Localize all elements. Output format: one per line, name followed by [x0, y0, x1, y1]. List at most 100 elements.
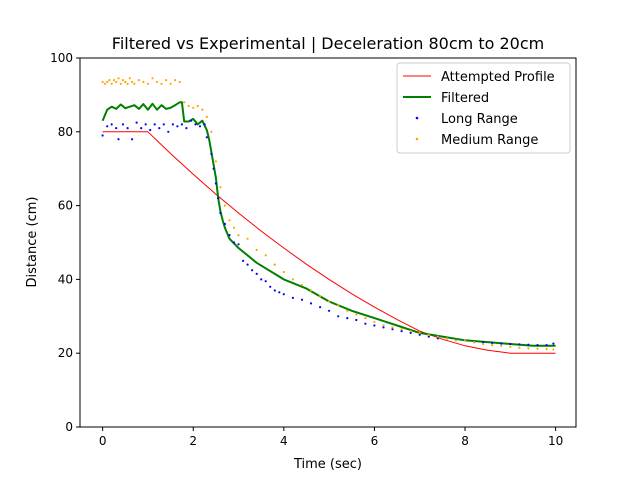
data-point-long-range — [364, 322, 367, 325]
data-point-medium-range — [282, 270, 285, 274]
y-axis: 0 20 40 60 80 100 — [50, 51, 80, 434]
data-point-medium-range — [232, 226, 236, 229]
data-point-long-range — [300, 298, 304, 301]
data-point-long-range — [319, 306, 322, 309]
data-point-medium-range — [133, 82, 136, 85]
data-point-medium-range — [110, 82, 113, 85]
data-point-medium-range — [237, 234, 240, 237]
data-point-medium-range — [463, 339, 467, 342]
data-point-long-range — [144, 123, 147, 126]
data-point-long-range — [176, 125, 179, 128]
data-point-long-range — [518, 343, 521, 346]
data-point-medium-range — [427, 333, 430, 336]
data-point-long-range — [291, 296, 294, 299]
series-line-attempted-profile — [102, 131, 556, 354]
data-point-medium-range — [201, 108, 204, 111]
data-point-medium-range — [291, 278, 294, 281]
data-point-medium-range — [178, 80, 181, 84]
data-point-medium-range — [126, 82, 129, 85]
x-tick-label: 6 — [371, 434, 379, 448]
data-point-medium-range — [165, 79, 168, 82]
data-point-long-range — [427, 335, 430, 338]
data-point-medium-range — [124, 80, 127, 84]
data-point-medium-range — [228, 219, 231, 222]
data-point-long-range — [205, 136, 208, 139]
data-point-long-range — [217, 197, 220, 200]
y-tick-label: 20 — [58, 346, 73, 360]
data-point-medium-range — [391, 326, 394, 329]
data-point-medium-range — [146, 82, 149, 85]
data-point-medium-range — [409, 330, 412, 333]
data-point-long-range — [228, 234, 231, 237]
series-line-filtered — [101, 101, 556, 347]
data-point-medium-range — [309, 289, 313, 292]
legend-swatch — [415, 137, 419, 141]
data-point-medium-range — [196, 104, 199, 108]
data-point-long-range — [106, 125, 109, 128]
data-point-long-range — [158, 127, 161, 130]
data-point-medium-range — [142, 80, 145, 84]
data-point-long-range — [212, 167, 215, 170]
data-point-long-range — [153, 123, 156, 126]
data-point-long-range — [373, 324, 376, 327]
data-point-medium-range — [536, 347, 539, 350]
x-tick-label: 10 — [548, 434, 563, 448]
data-point-medium-range — [160, 82, 163, 85]
x-axis: 0 2 4 6 8 10 — [99, 427, 563, 448]
data-point-long-range — [117, 138, 120, 141]
y-tick-label: 100 — [50, 51, 73, 65]
data-point-long-range — [115, 127, 118, 130]
data-point-medium-range — [131, 80, 134, 84]
data-point-long-range — [260, 278, 263, 281]
data-point-long-range — [409, 331, 412, 334]
data-point-long-range — [251, 269, 254, 272]
data-point-medium-range — [151, 77, 154, 80]
data-point-long-range — [246, 263, 249, 266]
data-point-medium-range — [382, 324, 385, 327]
data-point-medium-range — [214, 160, 217, 163]
chart-title: Filtered vs Experimental | Deceleration … — [112, 34, 544, 53]
data-point-long-range — [162, 123, 165, 126]
x-tick-label: 4 — [280, 434, 288, 448]
data-point-long-range — [509, 342, 512, 346]
data-point-medium-range — [445, 337, 448, 340]
data-point-medium-range — [473, 341, 476, 344]
legend-label: Long Range — [441, 112, 518, 127]
data-point-medium-range — [112, 79, 116, 82]
data-point-medium-range — [187, 104, 190, 108]
data-point-long-range — [545, 344, 548, 347]
data-point-medium-range — [119, 82, 122, 85]
data-point-medium-range — [482, 342, 485, 346]
data-point-medium-range — [137, 79, 140, 82]
data-point-medium-range — [115, 80, 118, 84]
data-point-medium-range — [103, 82, 106, 85]
data-point-long-range — [194, 123, 197, 126]
data-point-long-range — [219, 211, 222, 215]
series-layer — [101, 77, 556, 354]
data-point-long-range — [346, 317, 349, 320]
data-point-medium-range — [545, 348, 548, 351]
data-point-long-range — [328, 309, 331, 312]
data-point-medium-range — [108, 79, 111, 82]
data-point-medium-range — [264, 254, 267, 257]
data-point-medium-range — [454, 339, 458, 342]
data-point-medium-range — [205, 115, 208, 119]
data-point-medium-range — [319, 294, 322, 298]
legend-label: Filtered — [441, 91, 489, 106]
legend-label: Medium Range — [441, 133, 538, 148]
data-point-long-range — [110, 123, 113, 126]
data-point-long-range — [536, 344, 539, 347]
data-point-long-range — [355, 318, 358, 322]
data-point-long-range — [255, 272, 258, 275]
legend-box — [396, 62, 571, 154]
y-tick-label: 40 — [58, 272, 73, 286]
data-point-medium-range — [169, 82, 172, 85]
data-point-long-range — [337, 315, 340, 318]
data-point-long-range — [491, 341, 494, 344]
data-point-long-range — [135, 121, 138, 124]
data-point-long-range — [171, 123, 174, 126]
legend-swatch — [415, 116, 419, 120]
data-point-long-range — [273, 289, 276, 292]
data-point-long-range — [203, 123, 206, 126]
